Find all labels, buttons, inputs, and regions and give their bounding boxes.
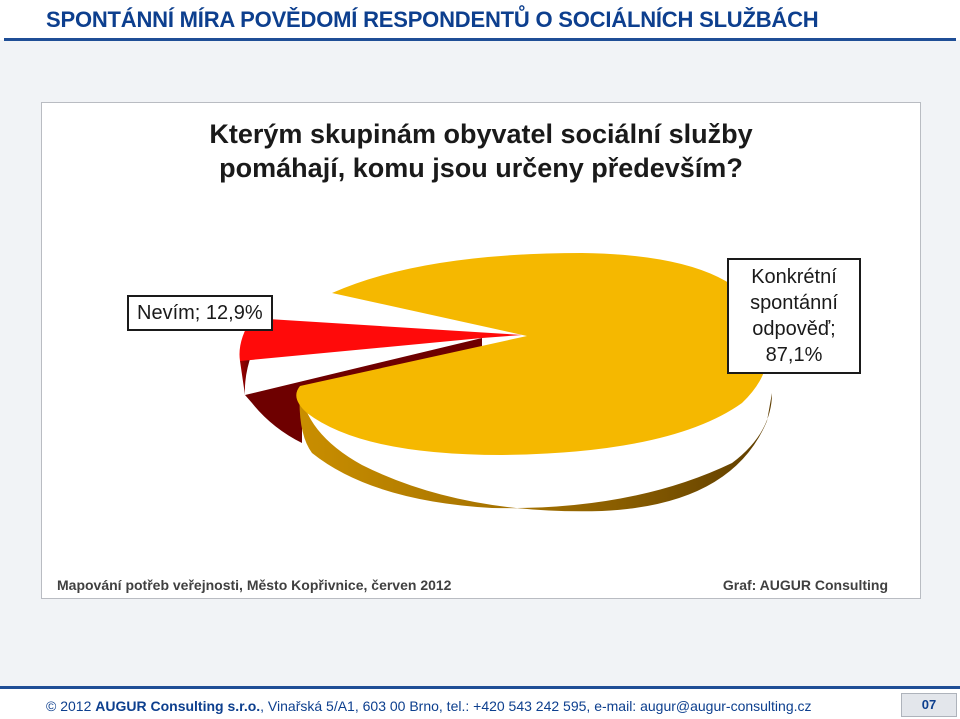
pie-slice-konkretni xyxy=(296,253,769,455)
slide-title: SPONTÁNNÍ MÍRA POVĚDOMÍ RESPONDENTŮ O SO… xyxy=(46,7,819,32)
chart-credit: Graf: AUGUR Consulting xyxy=(722,577,888,593)
footer-contact: , Vinařská 5/A1, 603 00 Brno, tel.: +420… xyxy=(260,698,812,714)
data-label-konkretni-line: odpověď; xyxy=(752,318,836,340)
copyright-symbol: © xyxy=(46,698,57,714)
chart-title: Kterým skupinám obyvatel sociální služby… xyxy=(209,119,753,183)
footer-year: 2012 xyxy=(60,698,92,714)
data-label-nevim: Nevím; 12,9% xyxy=(127,295,273,331)
pie-chart xyxy=(239,253,772,512)
slide-header: SPONTÁNNÍ MÍRA POVĚDOMÍ RESPONDENTŮ O SO… xyxy=(0,0,960,41)
footer-text: © 2012 AUGUR Consulting s.r.o., Vinařská… xyxy=(46,698,812,714)
data-label-konkretni-line: Konkrétní xyxy=(751,266,837,288)
footer-company: AUGUR Consulting s.r.o. xyxy=(95,698,261,714)
data-label-nevim-text: Nevím; 12,9% xyxy=(137,302,263,324)
chart-frame: Kterým skupinám obyvatel sociální služby… xyxy=(41,102,921,599)
pie-slice-nevim xyxy=(239,318,522,361)
data-label-konkretni-line: 87,1% xyxy=(765,344,823,366)
data-label-konkretni-line: spontánní xyxy=(750,292,838,314)
slide-footer: © 2012 AUGUR Consulting s.r.o., Vinařská… xyxy=(0,686,960,719)
data-label-konkretni: Konkrétní spontánní odpověď; 87,1% xyxy=(727,258,861,374)
page-number: 07 xyxy=(901,693,957,717)
header-divider xyxy=(4,38,956,41)
chart-source: Mapování potřeb veřejnosti, Město Kopřiv… xyxy=(57,577,452,593)
